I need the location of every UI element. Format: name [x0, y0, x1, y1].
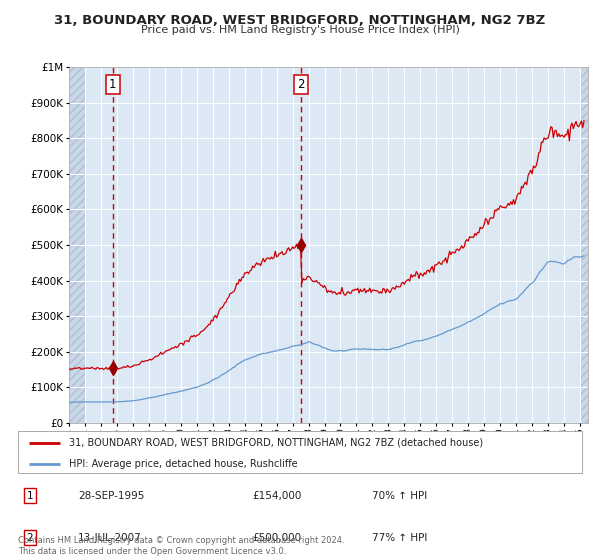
Text: 28-SEP-1995: 28-SEP-1995 [78, 491, 145, 501]
Text: HPI: Average price, detached house, Rushcliffe: HPI: Average price, detached house, Rush… [69, 459, 298, 469]
Bar [69, 67, 86, 423]
Bar [69, 67, 86, 423]
Text: £500,000: £500,000 [252, 533, 301, 543]
Bar [581, 67, 588, 423]
Bar [581, 67, 588, 423]
Text: 31, BOUNDARY ROAD, WEST BRIDGFORD, NOTTINGHAM, NG2 7BZ: 31, BOUNDARY ROAD, WEST BRIDGFORD, NOTTI… [55, 14, 545, 27]
Text: Contains HM Land Registry data © Crown copyright and database right 2024.
This d: Contains HM Land Registry data © Crown c… [18, 536, 344, 556]
Text: £154,000: £154,000 [252, 491, 301, 501]
Text: 2: 2 [298, 78, 305, 91]
Text: 13-JUL-2007: 13-JUL-2007 [78, 533, 142, 543]
Text: 77% ↑ HPI: 77% ↑ HPI [372, 533, 427, 543]
Text: 31, BOUNDARY ROAD, WEST BRIDGFORD, NOTTINGHAM, NG2 7BZ (detached house): 31, BOUNDARY ROAD, WEST BRIDGFORD, NOTTI… [69, 438, 483, 448]
Text: 1: 1 [109, 78, 116, 91]
Text: 2: 2 [26, 533, 34, 543]
Text: 70% ↑ HPI: 70% ↑ HPI [372, 491, 427, 501]
Text: Price paid vs. HM Land Registry's House Price Index (HPI): Price paid vs. HM Land Registry's House … [140, 25, 460, 35]
Text: 1: 1 [26, 491, 34, 501]
